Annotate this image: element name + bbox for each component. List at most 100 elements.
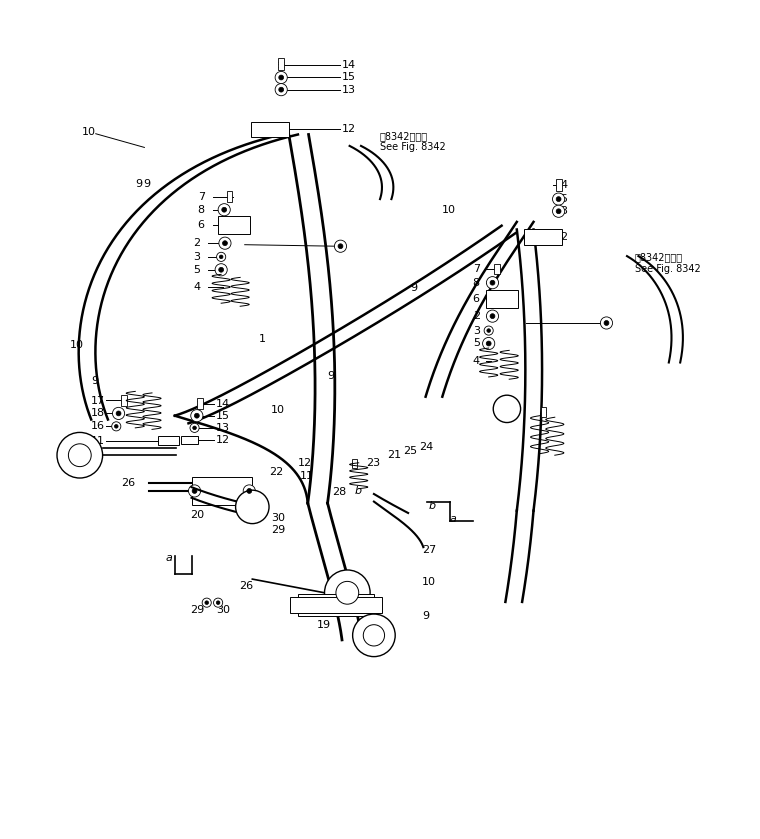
Text: 12: 12 xyxy=(298,458,312,468)
Circle shape xyxy=(363,625,385,646)
Circle shape xyxy=(490,314,495,319)
Text: 18: 18 xyxy=(91,409,106,419)
Circle shape xyxy=(275,71,287,84)
Text: 30: 30 xyxy=(271,513,285,523)
Bar xyxy=(353,459,357,468)
Circle shape xyxy=(334,240,347,253)
Bar xyxy=(251,122,289,137)
Circle shape xyxy=(219,237,231,249)
Text: 10: 10 xyxy=(422,577,435,587)
Text: 12: 12 xyxy=(555,232,569,242)
Text: 13: 13 xyxy=(342,85,356,95)
Bar xyxy=(290,597,382,612)
Text: 27: 27 xyxy=(422,545,436,555)
Bar xyxy=(158,436,179,446)
Text: 9: 9 xyxy=(327,371,334,381)
Circle shape xyxy=(487,329,490,332)
Circle shape xyxy=(217,253,226,262)
Bar xyxy=(192,477,252,505)
Text: 23: 23 xyxy=(366,458,381,468)
Text: 11: 11 xyxy=(91,435,105,446)
Text: 19: 19 xyxy=(317,621,331,630)
Circle shape xyxy=(353,614,395,657)
Circle shape xyxy=(486,310,499,322)
Text: 10: 10 xyxy=(271,404,285,414)
Text: 30: 30 xyxy=(216,605,230,615)
Circle shape xyxy=(219,268,223,272)
Circle shape xyxy=(188,485,201,497)
Text: 1: 1 xyxy=(505,406,512,416)
Circle shape xyxy=(192,488,197,493)
Circle shape xyxy=(220,255,223,258)
Text: a: a xyxy=(450,514,457,524)
Bar xyxy=(556,180,562,191)
Circle shape xyxy=(205,601,208,604)
Circle shape xyxy=(214,598,223,607)
Circle shape xyxy=(236,490,269,524)
Circle shape xyxy=(247,488,252,493)
Bar xyxy=(121,395,127,406)
Bar xyxy=(494,263,500,274)
Text: 9: 9 xyxy=(135,179,142,189)
Circle shape xyxy=(218,204,230,216)
Text: b: b xyxy=(429,501,435,511)
Text: 24: 24 xyxy=(420,442,434,452)
Text: 2: 2 xyxy=(473,311,480,321)
Text: 29: 29 xyxy=(190,605,204,615)
Bar xyxy=(226,191,233,202)
Circle shape xyxy=(336,581,359,604)
Text: 2: 2 xyxy=(193,238,200,248)
Text: 2: 2 xyxy=(338,242,345,251)
Text: 13: 13 xyxy=(555,206,568,216)
Text: 4: 4 xyxy=(473,356,480,366)
Circle shape xyxy=(486,341,491,346)
Text: 10: 10 xyxy=(70,340,84,350)
Text: 8: 8 xyxy=(473,278,480,288)
Circle shape xyxy=(604,320,609,326)
Text: 12: 12 xyxy=(216,435,230,445)
Bar xyxy=(218,216,250,234)
Text: 6: 6 xyxy=(198,220,204,230)
Text: 9: 9 xyxy=(91,377,98,387)
Text: 28: 28 xyxy=(332,487,347,498)
Text: 10: 10 xyxy=(442,205,456,215)
Text: 第8342図参照
See Fig. 8342: 第8342図参照 See Fig. 8342 xyxy=(635,253,701,274)
Circle shape xyxy=(68,444,91,466)
Circle shape xyxy=(193,426,196,430)
Bar xyxy=(486,289,518,308)
Text: 25: 25 xyxy=(403,446,417,456)
Circle shape xyxy=(325,570,370,616)
Circle shape xyxy=(215,263,227,276)
Text: 26: 26 xyxy=(122,478,136,488)
Bar xyxy=(197,398,203,409)
Circle shape xyxy=(600,317,613,329)
Text: b: b xyxy=(354,486,361,496)
Text: 9: 9 xyxy=(143,179,150,189)
Text: 9: 9 xyxy=(410,283,417,293)
Circle shape xyxy=(553,193,565,206)
Text: 14: 14 xyxy=(555,180,569,190)
Circle shape xyxy=(195,414,199,418)
Bar xyxy=(298,593,374,617)
Text: 2: 2 xyxy=(605,318,612,328)
Text: 5: 5 xyxy=(473,338,480,348)
Text: 12: 12 xyxy=(342,124,356,134)
Circle shape xyxy=(191,409,203,422)
Circle shape xyxy=(112,408,125,420)
Circle shape xyxy=(279,87,283,92)
Bar xyxy=(524,230,562,245)
Text: 第8342図参照
See Fig. 8342: 第8342図参照 See Fig. 8342 xyxy=(380,131,446,153)
Text: 7: 7 xyxy=(198,192,204,202)
Circle shape xyxy=(338,244,343,248)
Text: 22: 22 xyxy=(269,467,283,477)
Text: 15: 15 xyxy=(216,411,230,420)
Text: 11: 11 xyxy=(300,471,314,481)
Text: 4: 4 xyxy=(193,282,200,292)
Circle shape xyxy=(202,598,211,607)
Text: 3: 3 xyxy=(193,252,200,262)
Text: 29: 29 xyxy=(271,525,286,535)
Text: 14: 14 xyxy=(342,60,356,70)
Circle shape xyxy=(112,422,121,431)
Text: 26: 26 xyxy=(239,581,253,591)
Text: 21: 21 xyxy=(388,451,402,461)
